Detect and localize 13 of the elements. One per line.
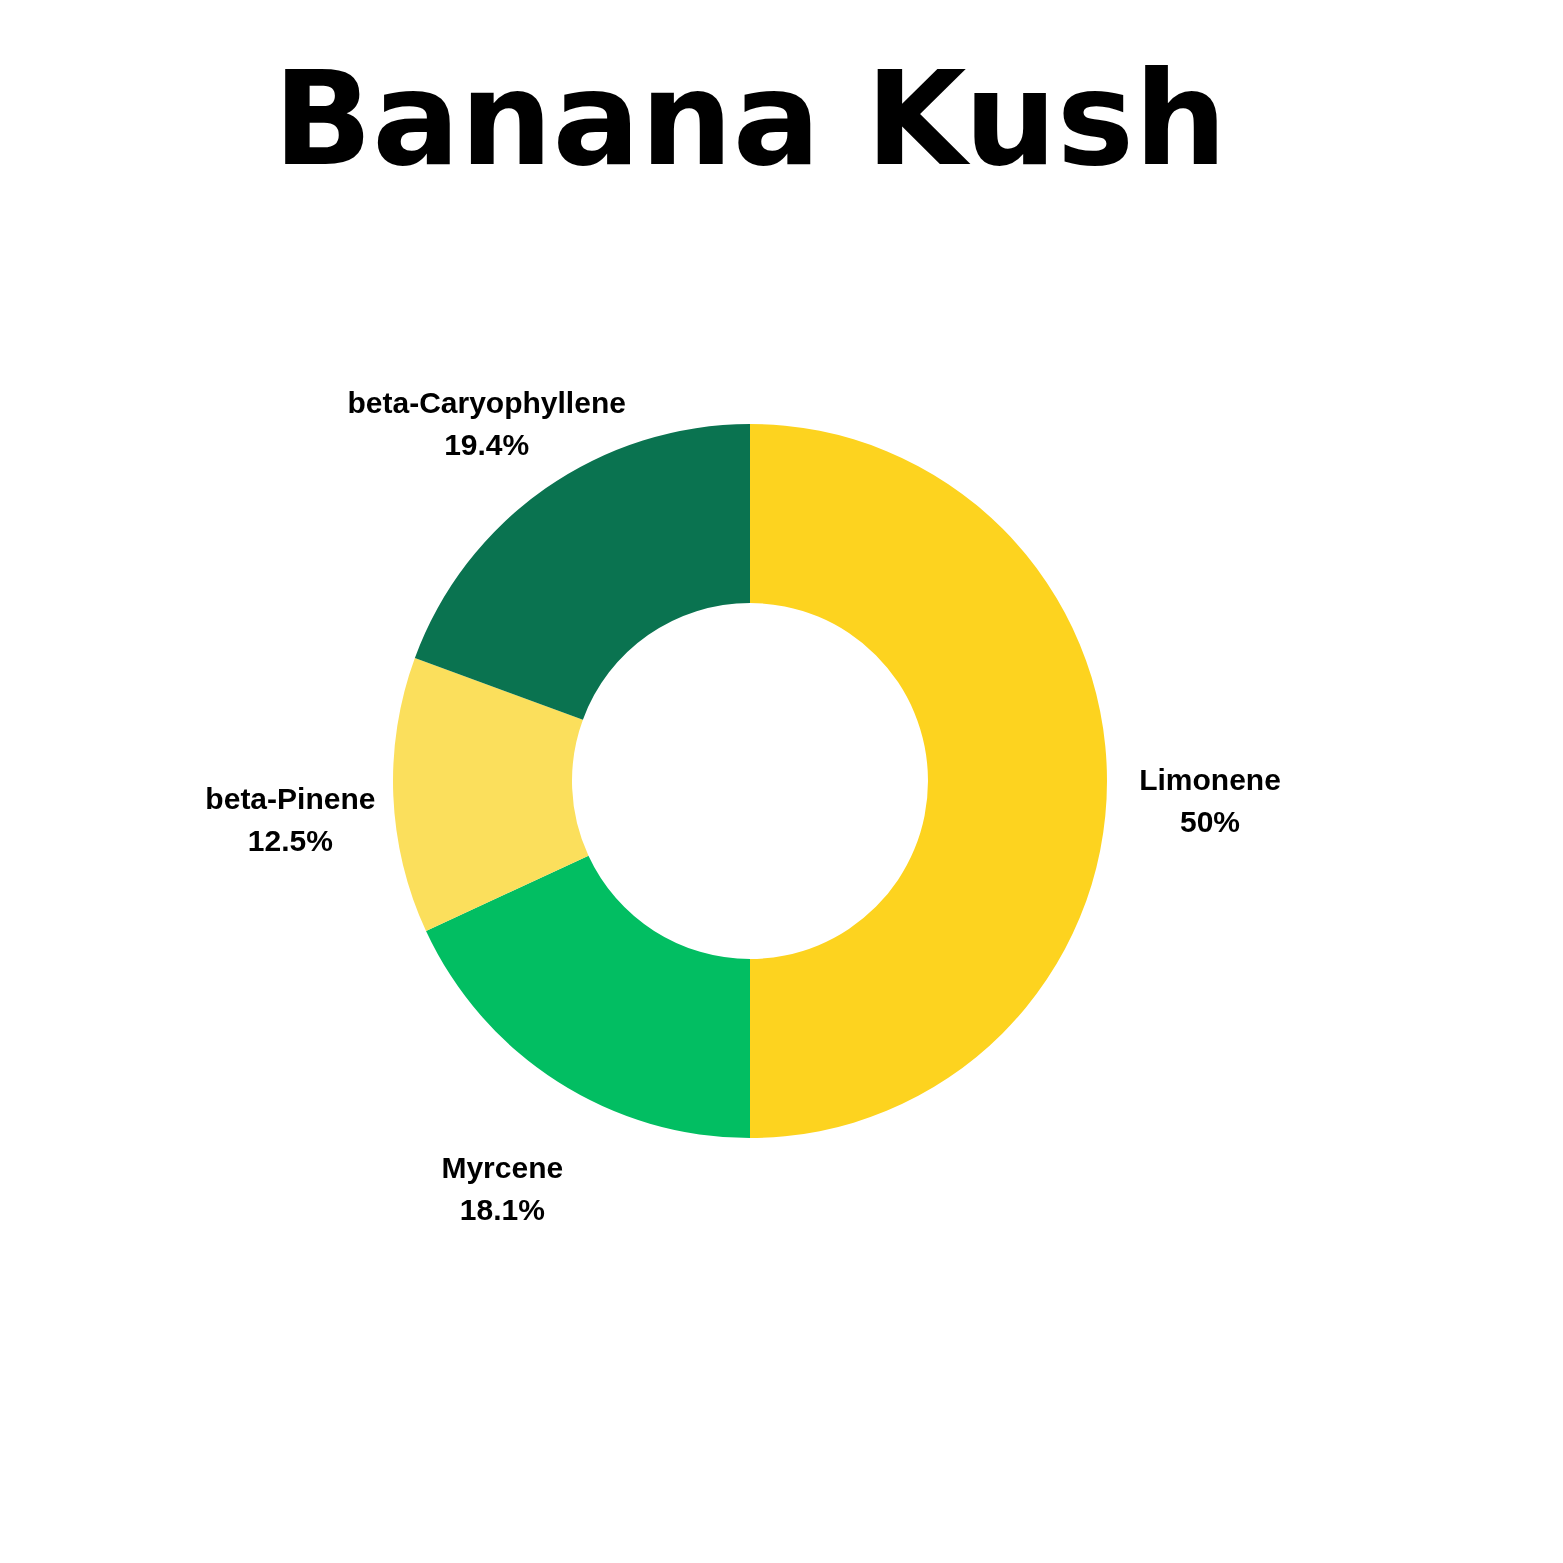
donut-slice xyxy=(414,424,750,720)
data-label: 19.4% xyxy=(444,427,530,461)
slice-label: beta-Caryophyllene xyxy=(347,385,626,419)
donut-slice xyxy=(426,855,750,1138)
donut-slice xyxy=(750,424,1107,1138)
slice-label: Myrcene xyxy=(441,1150,564,1184)
slice-label: Limonene xyxy=(1139,763,1281,796)
data-label: 12.5% xyxy=(247,823,333,857)
data-label: 50% xyxy=(1179,805,1241,838)
chart-title: Banana Kush xyxy=(273,43,1227,195)
slice-label: beta-Pinene xyxy=(205,781,376,815)
donut-slice xyxy=(393,657,589,931)
data-label: 18.1% xyxy=(459,1192,545,1226)
